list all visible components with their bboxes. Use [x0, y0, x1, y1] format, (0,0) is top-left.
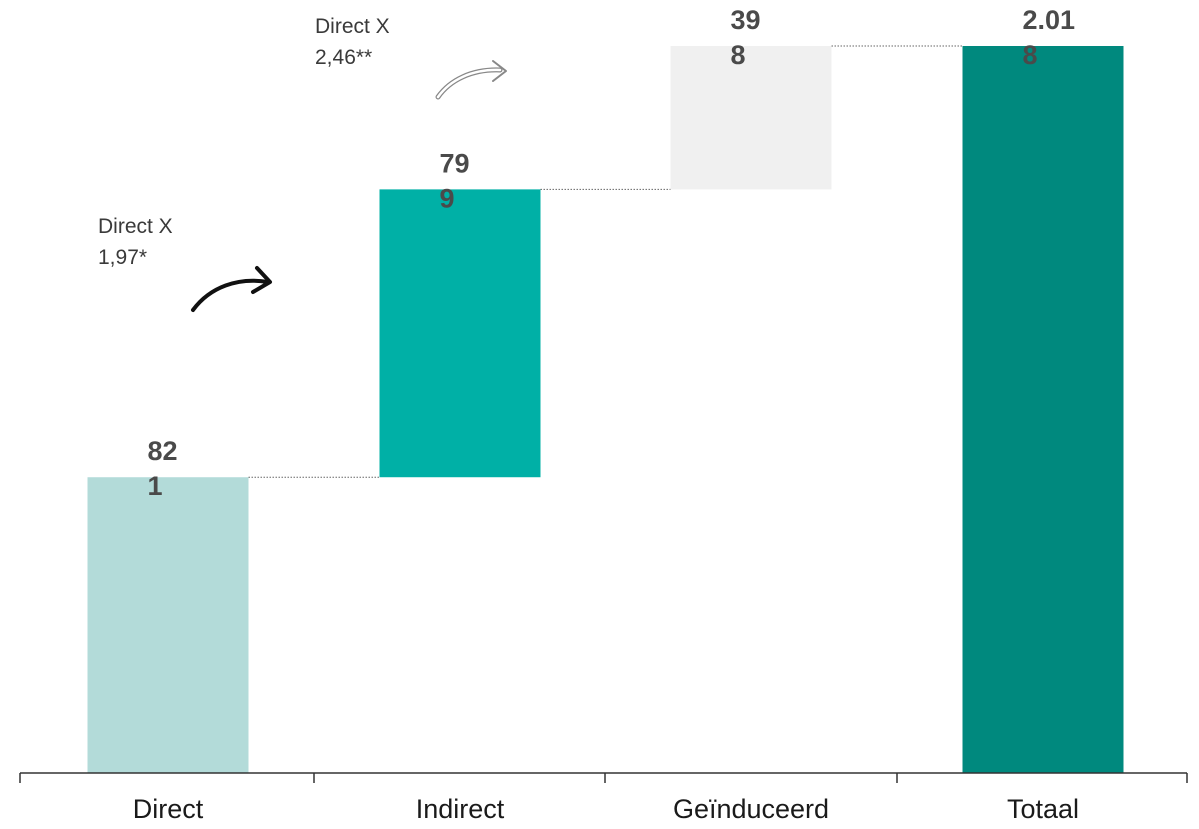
annotation-direct-x-2: Direct X 2,46** — [315, 15, 507, 100]
category-label: Totaal — [1007, 794, 1079, 824]
bars — [87, 46, 1124, 773]
curved-arrow-icon — [191, 266, 272, 312]
value-label-1-line-1: 82 — [148, 436, 178, 466]
annotation-direct-x-1: Direct X 1,97* — [98, 215, 272, 312]
value-label-4-line-2: 8 — [1023, 40, 1038, 70]
value-label-1-line-2: 1 — [148, 471, 163, 501]
bar-direct — [87, 477, 249, 773]
value-label-3-line-1: 39 — [731, 5, 761, 35]
annotation-1-line-1: Direct X — [98, 215, 173, 238]
bar-indirect — [379, 189, 541, 478]
category-label: Indirect — [416, 794, 505, 824]
bar-totaal — [962, 46, 1124, 773]
annotation-2-line-2: 2,46** — [315, 46, 372, 69]
value-label-2-line-1: 79 — [440, 148, 470, 178]
bar-ge-nduceerd — [670, 46, 832, 190]
category-labels: Direct Indirect Geïnduceerd Totaal — [133, 794, 1079, 824]
value-label-4-line-1: 2.01 — [1023, 5, 1076, 35]
x-axis — [19, 772, 1188, 783]
category-label: Geïnduceerd — [673, 794, 829, 824]
category-label: Direct — [133, 794, 204, 824]
value-label-2-line-2: 9 — [440, 183, 455, 213]
annotation-2-line-1: Direct X — [315, 15, 390, 38]
value-label-3-line-2: 8 — [731, 40, 746, 70]
value-labels: 82 1 79 9 39 8 2.01 8 — [148, 5, 1076, 501]
outline-arrow-icon — [435, 60, 507, 100]
connector-lines — [248, 45, 963, 478]
annotation-1-line-2: 1,97* — [98, 246, 147, 269]
